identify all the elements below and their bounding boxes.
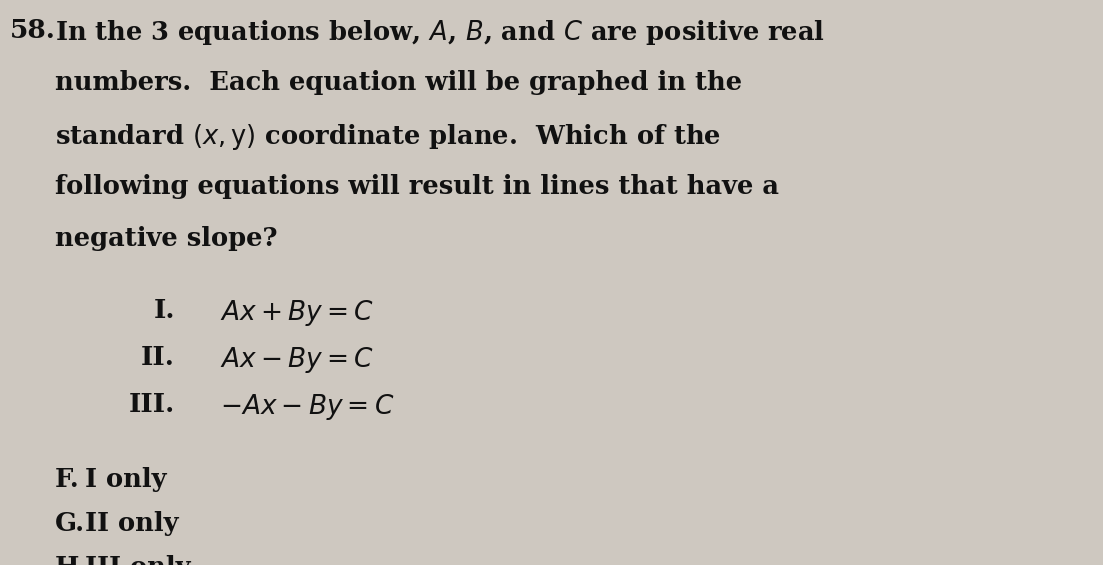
Text: III only: III only xyxy=(85,555,191,565)
Text: standard $(\mathit{x},\mathrm{y})$ coordinate plane.  Which of the: standard $(\mathit{x},\mathrm{y})$ coord… xyxy=(55,122,721,152)
Text: F.: F. xyxy=(55,467,79,492)
Text: 58.: 58. xyxy=(10,18,56,43)
Text: I.: I. xyxy=(153,298,175,323)
Text: G.: G. xyxy=(55,511,85,536)
Text: II only: II only xyxy=(85,511,179,536)
Text: I only: I only xyxy=(85,467,167,492)
Text: $\mathit{Ax} - \mathit{By} = \mathit{C}$: $\mathit{Ax} - \mathit{By} = \mathit{C}$ xyxy=(219,345,374,375)
Text: negative slope?: negative slope? xyxy=(55,226,278,251)
Text: following equations will result in lines that have a: following equations will result in lines… xyxy=(55,174,779,199)
Text: III.: III. xyxy=(129,392,175,417)
Text: $\mathit{Ax} + \mathit{By} = \mathit{C}$: $\mathit{Ax} + \mathit{By} = \mathit{C}$ xyxy=(219,298,374,328)
Text: In the 3 equations below, $\mathit{A}$, $\mathit{B}$, and $\mathit{C}$ are posit: In the 3 equations below, $\mathit{A}$, … xyxy=(55,18,825,47)
Text: $-\mathit{Ax} - \mathit{By} = \mathit{C}$: $-\mathit{Ax} - \mathit{By} = \mathit{C}… xyxy=(219,392,395,422)
Text: II.: II. xyxy=(141,345,175,370)
Text: H.: H. xyxy=(55,555,88,565)
Text: numbers.  Each equation will be graphed in the: numbers. Each equation will be graphed i… xyxy=(55,70,742,95)
